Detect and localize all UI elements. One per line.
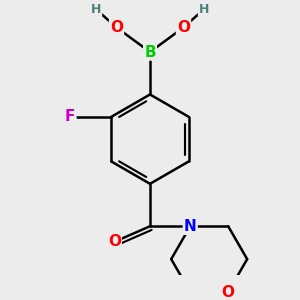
- Text: H: H: [198, 3, 209, 16]
- Text: O: O: [177, 20, 190, 35]
- Text: O: O: [108, 234, 121, 249]
- Text: O: O: [222, 284, 235, 299]
- Text: H: H: [91, 3, 102, 16]
- Text: F: F: [65, 109, 75, 124]
- Text: O: O: [110, 20, 123, 35]
- Text: N: N: [184, 219, 197, 234]
- Text: B: B: [144, 44, 156, 59]
